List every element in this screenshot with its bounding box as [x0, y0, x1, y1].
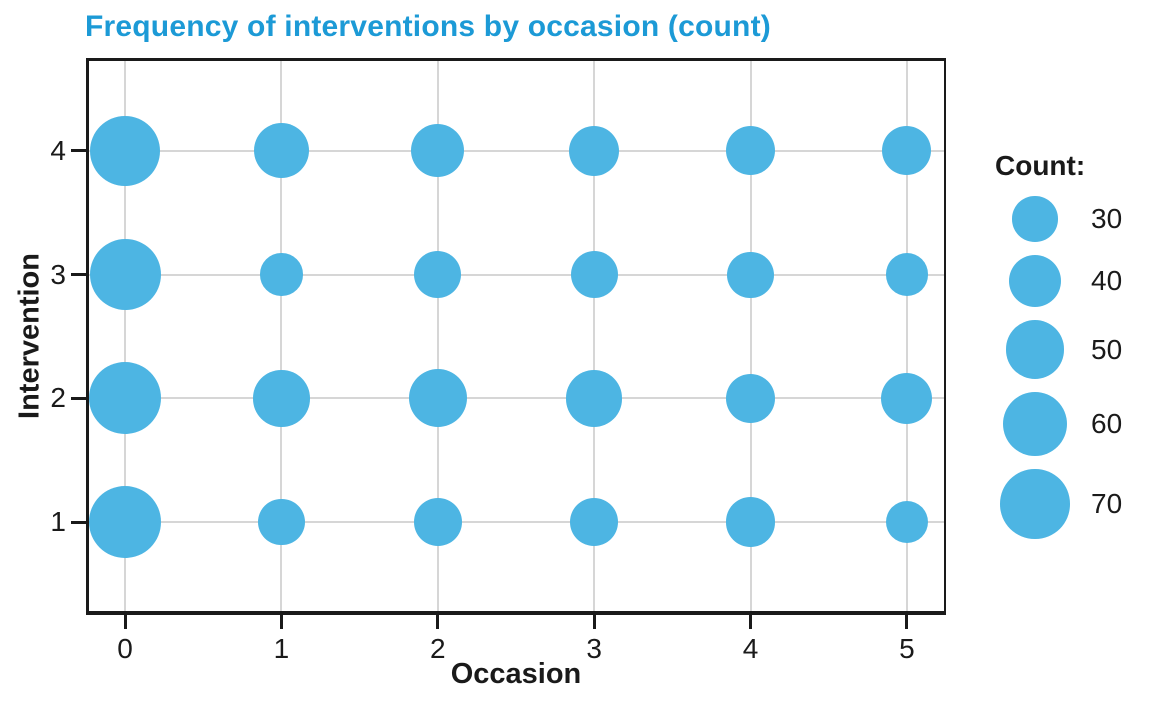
x-tick-2: [436, 615, 440, 629]
legend-label-50: 50: [1091, 333, 1123, 365]
chart-title: Frequency of interventions by occasion (…: [85, 10, 771, 43]
bubble-i4-o3: [568, 125, 620, 177]
legend-label-30: 30: [1091, 203, 1123, 234]
y-tick-label-1: 1: [50, 506, 66, 538]
bubble-i4-o2: [411, 124, 465, 178]
bubble-i1-o3: [570, 498, 618, 546]
gridline-x-4: [749, 58, 752, 615]
bubble-i1-o5: [885, 501, 929, 544]
gridline-x-3: [593, 58, 596, 615]
legend-circle-40: [1008, 254, 1062, 308]
x-tick-label-3: 3: [586, 633, 602, 664]
y-tick-3: [71, 273, 86, 277]
gridline-x-1: [280, 58, 283, 615]
x-tick-5: [905, 615, 909, 629]
bubble-i4-o5: [882, 126, 932, 176]
x-tick-label-2: 2: [430, 633, 446, 664]
x-tick-label-4: 4: [742, 633, 759, 664]
bubble-i3-o0: [89, 239, 161, 311]
bubble-i3-o1: [260, 253, 303, 296]
y-tick-1: [71, 520, 86, 524]
bubble-i2-o1: [253, 370, 310, 427]
x-axis-title: Occasion: [450, 658, 582, 690]
x-tick-label-5: 5: [899, 633, 915, 664]
gridline-y-4: [86, 149, 946, 152]
legend: Count: 30 40 50 60 70: [995, 142, 1150, 562]
legend-label-70: 70: [1091, 487, 1123, 519]
bubble-i4-o0: [90, 115, 161, 186]
bubble-i1-o4: [725, 497, 776, 548]
legend-circle-70: [1000, 469, 1070, 539]
y-tick-label-3: 3: [50, 258, 66, 290]
x-tick-label-0: 0: [117, 633, 133, 664]
legend-circle-60: [1002, 391, 1068, 457]
x-tick-1: [279, 615, 283, 629]
gridline-y-2: [86, 397, 946, 400]
bubble-i4-o4: [725, 126, 776, 176]
bubble-i1-o1: [258, 499, 305, 546]
gridline-x-2: [436, 58, 439, 615]
y-tick-label-4: 4: [50, 134, 66, 166]
y-tick-label-2: 2: [50, 382, 66, 414]
x-tick-4: [749, 615, 753, 629]
gridline-y-1: [86, 521, 946, 524]
plot-area: 0 1 2 3 4 5 1 2 3 4: [50, 58, 946, 664]
bubble-i2-o2: [408, 369, 467, 428]
bubble-i1-o2: [413, 498, 462, 546]
y-axis-title: Intervention: [13, 253, 46, 419]
legend-circle-30: [1012, 196, 1058, 242]
bubble-i1-o0: [89, 486, 162, 559]
legend-label-60: 60: [1091, 408, 1123, 440]
gridline-x-5: [905, 58, 908, 615]
gridline-y-3: [86, 273, 946, 276]
x-tick-label-1: 1: [273, 633, 290, 664]
bubble-i2-o4: [725, 373, 776, 423]
legend-title: Count:: [995, 150, 1086, 181]
bubble-i2-o0: [89, 362, 162, 435]
bubble-i3-o3: [570, 251, 618, 299]
plot-frame-border: [86, 58, 946, 615]
bubble-i4-o1: [253, 123, 309, 179]
bubble-i3-o4: [727, 251, 774, 298]
legend-circle-50: [1005, 320, 1065, 379]
x-tick-3: [592, 615, 596, 629]
y-tick-2: [71, 396, 86, 400]
bubble-i2-o5: [881, 372, 933, 424]
bubble-i3-o2: [414, 251, 462, 299]
bubble-i3-o5: [885, 253, 929, 296]
x-tick-0: [123, 615, 127, 629]
legend-label-40: 40: [1091, 264, 1123, 296]
y-tick-4: [71, 149, 86, 153]
bubble-i2-o3: [566, 370, 623, 427]
gridline-x-0: [124, 58, 127, 615]
